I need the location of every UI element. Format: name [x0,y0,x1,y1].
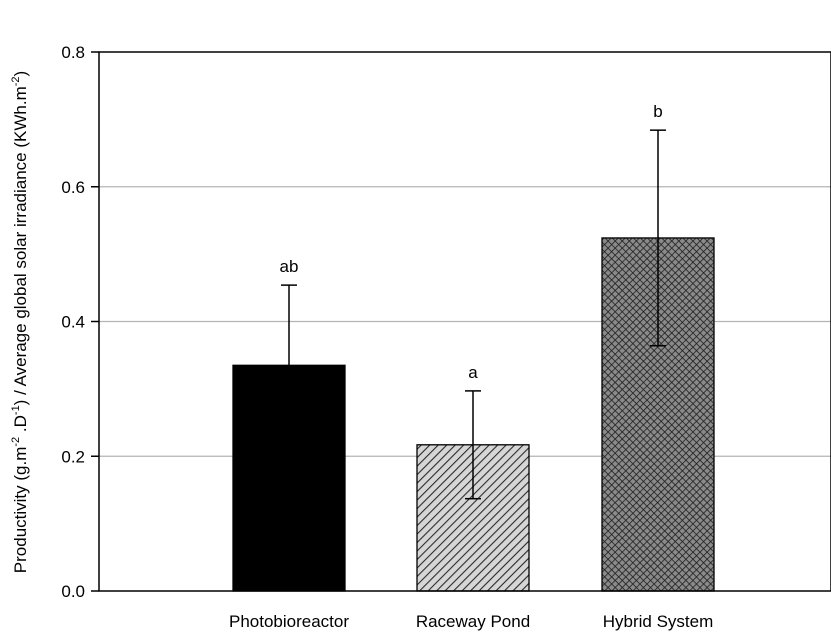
significance-label: a [468,363,478,382]
y-title-sup-3: -2 [10,76,22,86]
y-title-sup-2: -1 [10,405,22,415]
x-category-label: Raceway Pond [416,612,530,631]
y-title-part-2: .D [11,415,30,437]
y-axis-title: Productivity (g.m-2 .D-1) / Average glob… [10,71,30,573]
x-category-label: Photobioreactor [229,612,349,631]
y-tick-label: 0.4 [61,313,85,332]
y-title-part-1: Productivity (g.m [11,447,30,574]
error-bars [281,129,666,500]
y-axis-ticks [91,51,99,592]
significance-label: ab [280,257,299,276]
y-tick-label: 0.0 [61,582,85,601]
bar-photobioreactor [232,364,346,592]
y-title-sup-1: -2 [10,437,22,447]
x-axis-category-labels: Photobioreactor Raceway Pond Hybrid System [229,612,713,631]
y-axis-tick-labels: 0.0 0.2 0.4 0.6 0.8 [61,43,85,601]
y-tick-label: 0.6 [61,178,85,197]
gridlines [99,186,831,457]
y-title-part-3: ) / Average global solar irradiance (KWh… [11,86,30,405]
y-tick-label: 0.8 [61,43,85,62]
x-category-label: Hybrid System [603,612,714,631]
y-title-part-4: ) [11,71,30,77]
y-tick-label: 0.2 [61,447,85,466]
significance-label: b [653,102,662,121]
